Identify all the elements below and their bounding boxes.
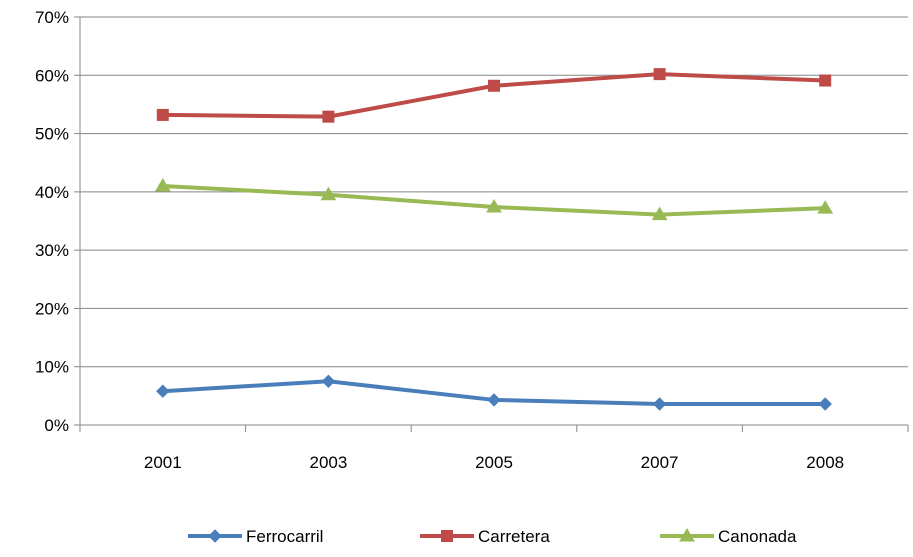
data-point	[486, 199, 502, 213]
data-point	[156, 384, 170, 398]
data-point	[487, 393, 501, 407]
series-canonada	[154, 178, 834, 221]
data-point	[818, 397, 832, 411]
data-point	[651, 206, 668, 221]
legend-label: Ferrocarril	[246, 527, 323, 546]
gridlines	[80, 16, 908, 368]
y-tick-label: 0%	[44, 416, 69, 435]
y-tick-label: 10%	[35, 358, 69, 377]
legend-swatch-marker	[441, 530, 453, 542]
data-point	[488, 79, 500, 92]
x-tick-label: 2001	[144, 453, 182, 472]
y-tick-label: 70%	[35, 8, 69, 27]
y-tick-label: 20%	[35, 299, 69, 318]
data-point	[321, 374, 336, 388]
legend: Ferrocarril Carretera Canonada	[188, 527, 797, 546]
series-ferrocarril	[156, 374, 832, 411]
data-point	[156, 108, 169, 121]
axes: 0% 10% 20% 30% 40% 50% 60% 70% 2001 2003 2005 2007 2…	[35, 8, 909, 472]
y-tick-label: 40%	[35, 183, 69, 202]
x-tick-label: 2005	[475, 453, 513, 472]
y-tick-label: 30%	[35, 241, 69, 260]
data-point	[652, 397, 667, 411]
data-point	[817, 200, 834, 214]
data-point	[154, 178, 171, 192]
legend-item: Carretera	[420, 527, 550, 546]
data-point	[819, 74, 832, 87]
y-tick-label: 50%	[35, 125, 69, 144]
data-point	[320, 186, 337, 201]
legend-swatch-marker	[679, 528, 695, 542]
legend-label: Canonada	[718, 527, 797, 546]
x-tick-label: 2007	[641, 453, 679, 472]
data-point	[653, 68, 666, 81]
x-tick-label: 2003	[309, 453, 347, 472]
y-tick-label: 60%	[35, 66, 69, 85]
data-point	[322, 110, 335, 123]
legend-item: Canonada	[660, 527, 797, 546]
series-lines	[154, 68, 834, 411]
legend-label: Carretera	[478, 527, 550, 546]
series-carretera	[156, 68, 832, 123]
x-tick-label: 2008	[806, 453, 844, 472]
legend-item: Ferrocarril	[188, 527, 323, 546]
legend-swatch-marker	[208, 529, 222, 543]
